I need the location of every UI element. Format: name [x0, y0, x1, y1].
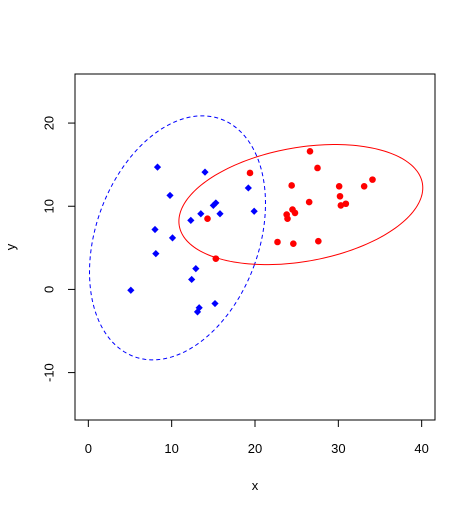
x-axis: 0 10 20 30 40 [85, 419, 429, 456]
data-point-series-2 [337, 202, 345, 209]
data-point-series-1 [197, 210, 205, 218]
data-point-series-2 [305, 198, 313, 206]
x-tick-label: 20 [248, 441, 262, 456]
data-point-series-1 [212, 199, 220, 207]
y-axis: -10 0 10 20 [42, 116, 76, 382]
y-tick-label: 10 [42, 199, 57, 213]
data-point-series-1 [201, 168, 209, 176]
data-point-series-1 [192, 265, 200, 273]
confidence-ellipse-1 [89, 115, 266, 361]
data-point-series-2 [369, 176, 376, 183]
data-point-series-1 [187, 216, 195, 224]
data-point-series-2 [284, 215, 291, 223]
plot-frame [74, 73, 436, 421]
y-tick-label: 20 [42, 116, 57, 130]
data-point-series-2 [306, 148, 314, 155]
data-point-series-2 [246, 169, 254, 177]
data-point-series-1 [153, 163, 162, 171]
data-point-series-1 [211, 299, 219, 308]
confidence-ellipse-2 [178, 144, 424, 266]
data-point-series-1 [188, 275, 196, 284]
x-tick-label: 10 [164, 441, 178, 456]
data-point-series-2 [315, 237, 322, 245]
data-point-series-2 [360, 182, 368, 190]
data-point-series-2 [288, 182, 295, 189]
confidence-ellipses [89, 115, 424, 361]
data-point-series-1 [250, 207, 258, 215]
data-point-series-2 [290, 240, 297, 247]
data-point-series-1 [152, 250, 160, 258]
data-point-series-2 [336, 192, 344, 200]
data-point-series-2 [335, 182, 343, 190]
data-point-series-1 [216, 210, 224, 218]
y-axis-title: y [3, 243, 18, 250]
data-point-series-2 [291, 209, 299, 217]
data-point-series-2 [204, 215, 211, 223]
x-tick-label: 30 [331, 441, 345, 456]
x-axis-title: x [252, 478, 259, 493]
y-tick-label: 0 [42, 286, 57, 293]
data-point-series-1 [244, 184, 252, 192]
data-point-series-2 [314, 164, 321, 172]
data-point-series-1 [127, 286, 135, 294]
x-tick-label: 0 [85, 441, 92, 456]
data-point-series-1 [168, 234, 177, 242]
data-point-series-2 [342, 200, 350, 208]
data-point-series-1 [166, 191, 174, 200]
data-point-series-2 [212, 255, 220, 262]
data-point-series-2 [274, 238, 281, 246]
data-point-series-1 [195, 304, 203, 312]
y-tick-label: -10 [42, 363, 57, 382]
data-points [127, 148, 376, 316]
x-tick-label: 40 [414, 441, 428, 456]
data-point-series-1 [151, 225, 159, 234]
